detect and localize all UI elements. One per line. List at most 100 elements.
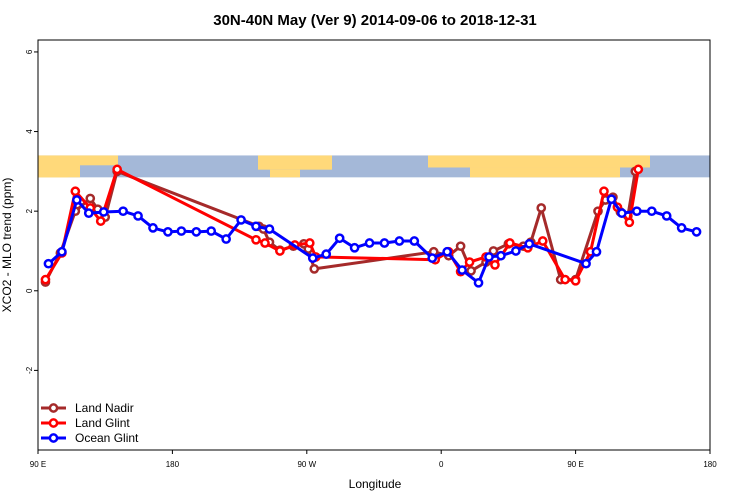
map-land-6 [38,166,68,178]
point-ocean-glint-29 [496,250,506,261]
point-ocean-glint-22 [394,236,405,246]
legend-marker-land-nadir [48,403,59,413]
point-ocean-glint-7 [148,223,158,233]
point-ocean-glint-5 [118,206,128,217]
map-land-5 [470,167,620,178]
y-tick-label-1: 0 [25,288,34,293]
point-land-glint-15 [464,257,475,267]
point-land-nadir-20 [488,246,499,256]
point-ocean-glint-8 [163,227,173,237]
point-land-glint-6 [251,234,261,245]
point-ocean-glint-14 [251,221,261,232]
point-ocean-glint-38 [661,211,672,221]
point-ocean-glint-28 [484,252,494,262]
point-ocean-glint-11 [206,226,217,236]
x-tick-label-2: 90 W [297,460,316,469]
x-axis-label: Longitude [349,477,402,491]
x-tick-label-0: 90 E [30,460,46,469]
series-line-land-nadir [44,169,637,283]
point-land-glint-17 [490,260,500,270]
point-ocean-glint-30 [511,246,521,256]
point-ocean-glint-10 [191,227,202,237]
point-land-glint-26 [624,217,635,228]
point-land-glint-20 [537,236,548,246]
point-ocean-glint-24 [427,253,438,263]
x-tick-label-1: 180 [166,460,180,469]
series-land-glint [40,164,644,286]
point-ocean-glint-13 [236,215,246,225]
series-land-nadir [40,166,641,287]
legend-item-land-glint: Land Glint [41,416,130,430]
point-ocean-glint-37 [646,206,657,217]
point-land-nadir-24 [536,203,547,213]
y-axis-label: XCO2 - MLO trend (ppm) [0,178,14,313]
point-ocean-glint-12 [221,234,232,244]
point-ocean-glint-31 [524,238,535,249]
point-land-glint-2 [70,186,81,197]
point-ocean-glint-17 [321,249,332,260]
point-land-glint-27 [633,164,644,175]
series-layer [40,164,702,288]
legend-label-ocean-glint: Ocean Glint [75,431,139,445]
point-land-glint-4 [95,216,106,226]
point-land-glint-8 [275,246,285,256]
point-land-glint-7 [260,238,270,248]
world-map-strip [38,155,710,178]
point-land-glint-24 [599,186,609,197]
point-ocean-glint-15 [264,224,275,234]
point-land-nadir-14 [309,264,320,274]
map-land-1 [80,155,118,166]
point-ocean-glint-27 [473,277,484,288]
x-tick-label-5: 180 [703,460,717,469]
point-land-nadir-17 [455,241,466,252]
point-land-glint-22 [570,275,581,286]
point-ocean-glint-36 [631,206,642,217]
x-axis: 90 E 180 90 W 0 90 E 180 [30,450,717,469]
point-ocean-glint-26 [457,265,467,275]
point-ocean-glint-18 [334,233,345,244]
point-ocean-glint-2 [71,195,82,205]
y-tick-label-3: 4 [25,129,34,134]
x-tick-label-4: 90 E [567,460,583,469]
point-ocean-glint-34 [606,194,617,205]
point-ocean-glint-6 [133,211,143,221]
point-ocean-glint-39 [676,223,687,233]
y-tick-label-4: 6 [25,49,34,54]
y-axis: -2 0 2 4 6 [25,49,38,374]
y-tick-label-2: 2 [25,208,34,213]
y-tick-label-0: -2 [25,366,34,374]
point-ocean-glint-33 [591,246,602,257]
point-ocean-glint-20 [364,238,375,248]
map-land-2 [258,155,332,170]
point-ocean-glint-19 [349,242,360,253]
point-land-nadir-18 [466,266,476,276]
point-ocean-glint-23 [409,236,420,246]
point-ocean-glint-3 [83,208,94,219]
point-ocean-glint-35 [617,208,627,219]
legend-marker-land-glint [48,418,59,428]
point-land-glint-5 [112,164,122,175]
point-ocean-glint-9 [176,226,187,236]
point-ocean-glint-4 [98,207,109,217]
point-land-nadir-3 [85,193,96,204]
point-ocean-glint-16 [307,253,318,263]
chart-title: 30N-40N May (Ver 9) 2014-09-06 to 2018-1… [213,12,537,29]
point-ocean-glint-40 [691,227,702,237]
point-ocean-glint-32 [581,258,591,269]
point-ocean-glint-21 [379,238,390,248]
point-ocean-glint-1 [57,246,67,257]
legend-item-ocean-glint: Ocean Glint [41,431,139,445]
point-ocean-glint-0 [43,258,54,269]
point-land-glint-10 [304,238,315,248]
map-land-3 [270,169,300,178]
legend-marker-ocean-glint [48,433,59,443]
legend-item-land-nadir: Land Nadir [41,401,134,415]
x-tick-label-3: 0 [439,460,444,469]
plot-frame [37,39,711,451]
point-land-glint-0 [40,274,51,285]
point-land-glint-21 [560,274,570,285]
point-ocean-glint-25 [442,246,453,257]
map-land-4 [428,155,650,168]
